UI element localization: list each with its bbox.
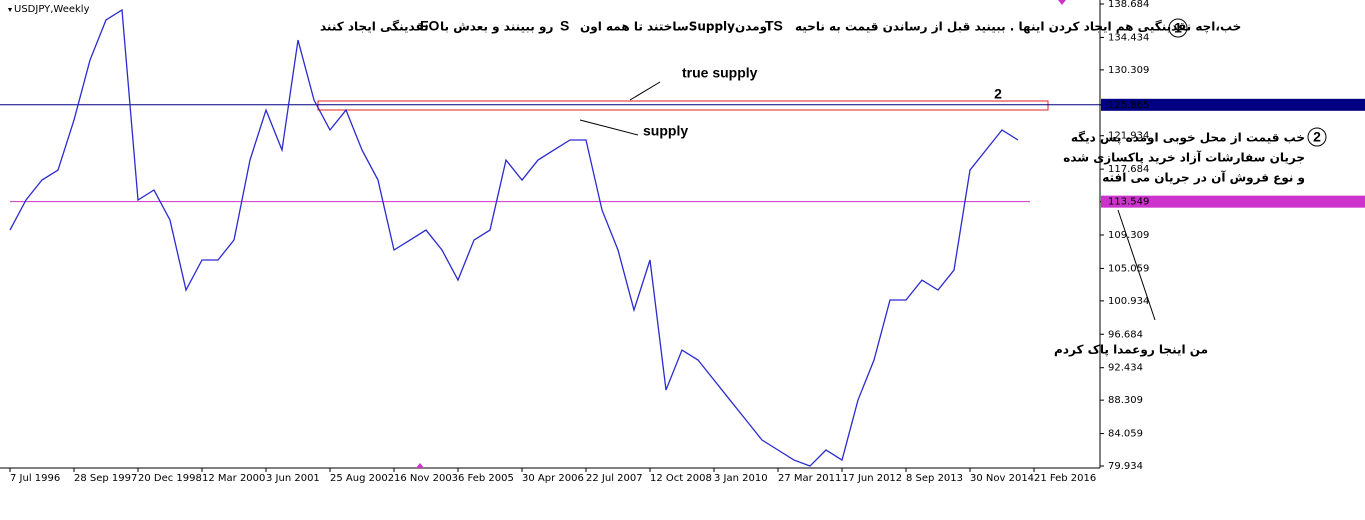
y-tick-label: 84.059 [1108,429,1143,440]
x-tick-label: 28 Sep 1997 [74,473,137,484]
annotation: جریان سفارشات آزاد خرید پاکسازی شده [1063,150,1305,165]
x-tick-label: 3 Jun 2001 [266,473,320,484]
x-tick-label: 27 Mar 2011 [778,473,841,484]
y-tick-label: 117.684 [1108,164,1149,175]
annotation: 2 [994,86,1002,102]
x-tick-label: 30 Nov 2014 [970,473,1034,484]
annotation: رو ببینند و بعدش با [440,20,553,35]
note-number: 2 [1313,129,1321,145]
x-tick-label: 3 Jan 2010 [714,473,768,484]
tick-highlight [1101,98,1365,111]
x-tick-label: 12 Mar 2000 [202,473,265,484]
y-tick-label: 109.309 [1108,230,1149,241]
marker [416,463,424,468]
annotation: خب،اچه نقدینگیی هم ایجاد کردن اینها . بب… [795,20,1241,34]
annotation: supply [643,123,688,139]
y-tick-label: 105.059 [1108,263,1149,274]
y-tick-label: 96.684 [1108,329,1143,340]
annotation: و نوع فروش آن در جریان می افته [1102,170,1305,186]
y-tick-label: 130.309 [1108,65,1149,76]
x-tick-label: 16 Nov 2003 [394,473,458,484]
chart-title: USDJPY,Weekly [14,4,90,15]
annotation: S [560,18,569,34]
y-tick-label: 138.684 [1108,0,1149,10]
x-tick-label: 20 Dec 1998 [138,473,202,484]
marker [1058,0,1066,5]
y-tick-label: 79.934 [1108,461,1143,472]
note-number: 1 [1174,20,1182,36]
x-tick-label: 30 Apr 2006 [522,473,584,484]
annotation: من اینجا روعمدا پاک کردم [1054,343,1208,358]
x-tick-label: 25 Aug 2002 [330,473,394,484]
pointer [579,119,639,136]
annotation: true supply [682,65,758,81]
y-tick-label: 121.934 [1108,131,1149,142]
annotation: TS [765,18,783,34]
x-tick-label: 12 Oct 2008 [650,473,712,484]
note-badge [1168,18,1188,38]
annotation: خب قیمت از محل خوبی اومده پس دیگه [1071,131,1305,146]
annotation: نقدینگی ایجاد کنند [320,20,429,34]
note-badge [1307,127,1327,147]
y-tick-label: 113.549 [1108,197,1149,208]
price-line [9,8,1019,467]
y-tick-label: 134.434 [1108,32,1149,43]
x-tick-label: 17 Jun 2012 [842,473,902,484]
x-tick-label: 7 Jul 1996 [10,473,60,484]
pointer [1117,209,1156,321]
pointer [629,81,661,101]
supply-zone [317,100,1049,111]
x-tick-label: 8 Sep 2013 [906,473,963,484]
y-tick-label: 92.434 [1108,363,1143,374]
y-tick-label: 100.934 [1108,296,1149,307]
y-tick-label: 125.865 [1108,100,1149,111]
tick-highlight [1101,195,1365,208]
annotation: FO [420,18,440,34]
y-tick-label: 88.309 [1108,395,1143,406]
x-tick-label: 22 Jul 2007 [586,473,643,484]
x-tick-label: 21 Feb 2016 [1034,473,1096,484]
annotation: اومدنSupplyساختند تا همه اون [580,20,771,35]
dropdown-icon [8,8,12,12]
x-tick-label: 6 Feb 2005 [458,473,514,484]
